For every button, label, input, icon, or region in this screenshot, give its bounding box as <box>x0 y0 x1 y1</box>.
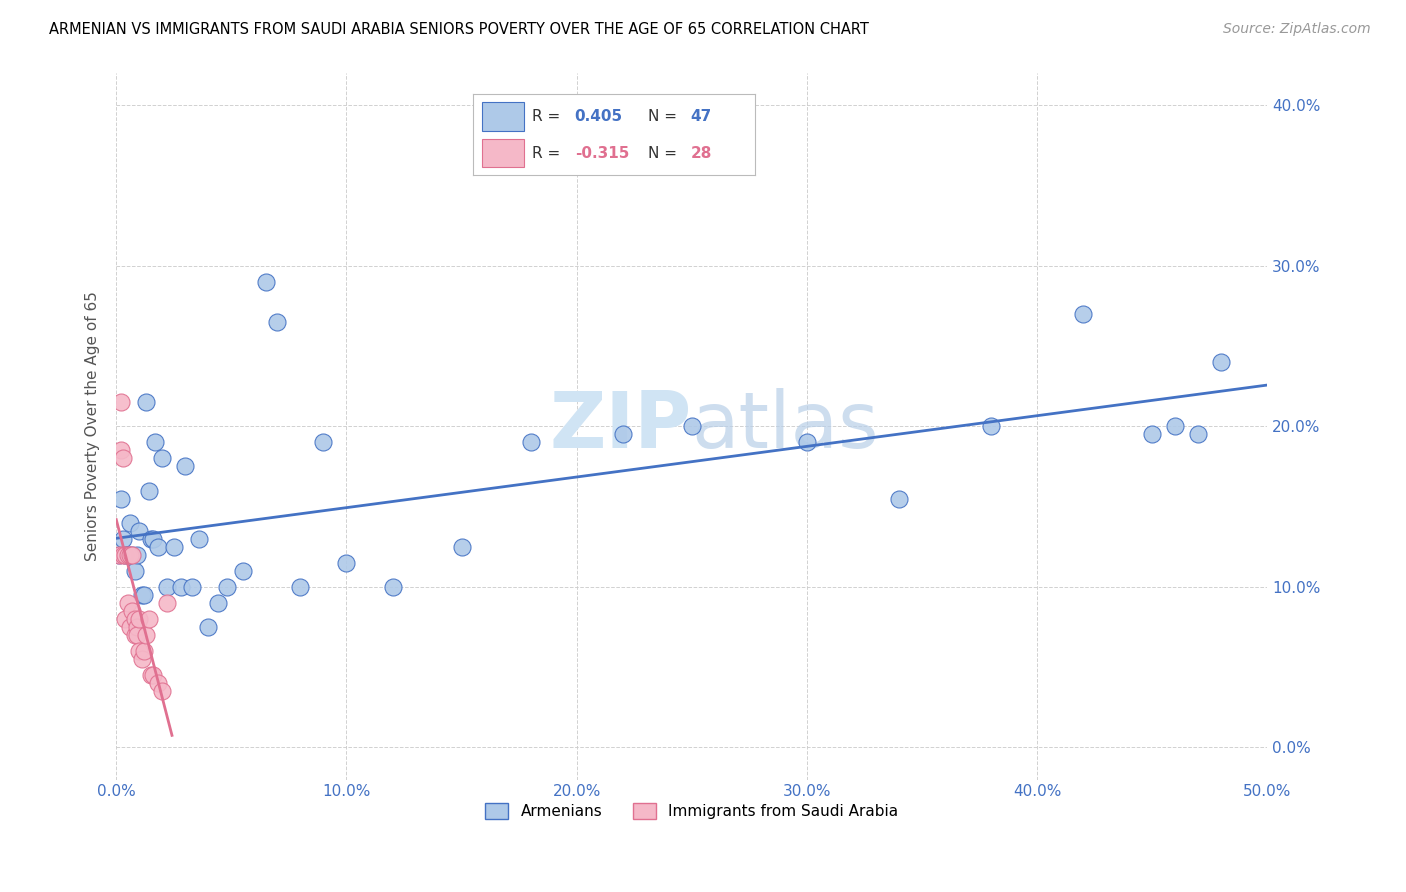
Point <box>135 395 157 409</box>
Point <box>124 612 146 626</box>
Point <box>254 275 277 289</box>
Point <box>120 516 142 530</box>
Point <box>450 540 472 554</box>
Point <box>112 548 135 562</box>
Point <box>124 628 146 642</box>
Point <box>796 435 818 450</box>
Point <box>114 612 136 626</box>
Point <box>335 556 357 570</box>
Text: ARMENIAN VS IMMIGRANTS FROM SAUDI ARABIA SENIORS POVERTY OVER THE AGE OF 65 CORR: ARMENIAN VS IMMIGRANTS FROM SAUDI ARABIA… <box>49 22 869 37</box>
Point <box>181 580 204 594</box>
Point <box>110 443 132 458</box>
Point <box>121 548 143 562</box>
Point <box>612 427 634 442</box>
Point <box>112 451 135 466</box>
Point <box>117 596 139 610</box>
Point <box>120 620 142 634</box>
Point <box>110 491 132 506</box>
Point <box>125 628 148 642</box>
Point <box>107 548 129 562</box>
Point <box>887 491 910 506</box>
Point <box>114 548 136 562</box>
Point <box>124 564 146 578</box>
Point <box>114 548 136 562</box>
Point <box>117 548 139 562</box>
Point <box>139 668 162 682</box>
Point <box>1142 427 1164 442</box>
Point <box>138 483 160 498</box>
Text: ZIP: ZIP <box>550 388 692 465</box>
Point <box>146 540 169 554</box>
Point <box>681 419 703 434</box>
Point <box>1187 427 1209 442</box>
Point <box>128 524 150 538</box>
Point <box>156 596 179 610</box>
Point <box>312 435 335 450</box>
Point <box>107 548 129 562</box>
Point <box>139 532 162 546</box>
Point <box>519 435 541 450</box>
Point <box>174 459 197 474</box>
Point <box>138 612 160 626</box>
Legend: Armenians, Immigrants from Saudi Arabia: Armenians, Immigrants from Saudi Arabia <box>479 797 904 825</box>
Y-axis label: Seniors Poverty Over the Age of 65: Seniors Poverty Over the Age of 65 <box>86 292 100 561</box>
Point <box>142 668 165 682</box>
Point <box>125 620 148 634</box>
Point <box>381 580 404 594</box>
Point <box>1164 419 1187 434</box>
Point <box>128 612 150 626</box>
Point <box>132 588 155 602</box>
Point <box>290 580 312 594</box>
Point <box>188 532 211 546</box>
Point <box>170 580 193 594</box>
Point <box>131 652 153 666</box>
Point <box>142 532 165 546</box>
Point <box>125 548 148 562</box>
Point <box>112 532 135 546</box>
Point <box>132 644 155 658</box>
Point <box>150 451 173 466</box>
Point <box>266 315 288 329</box>
Point <box>131 588 153 602</box>
Point <box>207 596 229 610</box>
Point <box>156 580 179 594</box>
Point <box>197 620 219 634</box>
Point <box>980 419 1002 434</box>
Point <box>150 684 173 698</box>
Point <box>110 395 132 409</box>
Point <box>128 644 150 658</box>
Point <box>1211 355 1233 369</box>
Point <box>121 548 143 562</box>
Point <box>121 604 143 618</box>
Point <box>120 548 142 562</box>
Point <box>135 628 157 642</box>
Point <box>232 564 254 578</box>
Point <box>146 676 169 690</box>
Point <box>163 540 186 554</box>
Text: Source: ZipAtlas.com: Source: ZipAtlas.com <box>1223 22 1371 37</box>
Point <box>215 580 238 594</box>
Text: atlas: atlas <box>692 388 879 465</box>
Point <box>1071 307 1094 321</box>
Point <box>117 548 139 562</box>
Point <box>145 435 167 450</box>
